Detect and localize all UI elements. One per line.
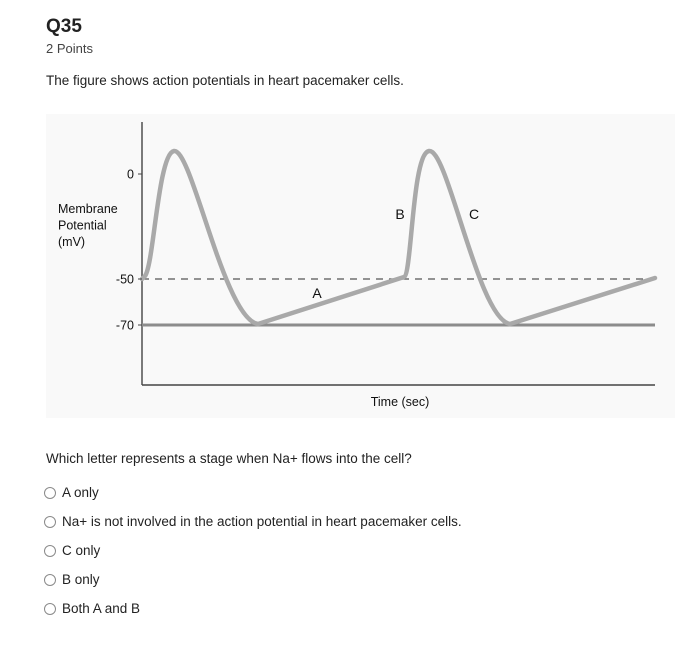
action-potential-figure: 0 -50 -70 Membrane Potential (mV) A B C … <box>46 114 675 418</box>
option-c-only[interactable]: C only <box>44 536 462 565</box>
action-potential-curve <box>139 148 658 327</box>
x-axis-label: Time (sec) <box>371 395 430 409</box>
option-both-a-and-b[interactable]: Both A and B <box>44 594 462 623</box>
ylabel-line-1: Membrane <box>58 202 118 216</box>
question-number: Q35 <box>46 16 82 37</box>
option-label: C only <box>62 543 101 558</box>
option-b-only[interactable]: B only <box>44 565 462 594</box>
ytick-label-0: 0 <box>127 168 134 182</box>
action-potential-chart: 0 -50 -70 Membrane Potential (mV) A B C … <box>58 122 658 409</box>
radio-circle-icon[interactable] <box>44 602 56 615</box>
point-label-c: C <box>469 206 479 222</box>
ylabel-line-3: (mV) <box>58 235 85 249</box>
option-label: A only <box>62 485 99 500</box>
option-a-only[interactable]: A only <box>44 478 462 507</box>
question-intro: The figure shows action potentials in he… <box>46 73 404 88</box>
option-label: B only <box>62 572 100 587</box>
radio-circle-icon[interactable] <box>44 573 56 586</box>
option-na-not-involved[interactable]: Na+ is not involved in the action potent… <box>44 507 462 536</box>
radio-circle-icon[interactable] <box>44 544 56 557</box>
ylabel-line-2: Potential <box>58 219 107 233</box>
question-points: 2 Points <box>46 41 93 56</box>
option-label: Na+ is not involved in the action potent… <box>62 514 462 529</box>
ytick-label-50: -50 <box>116 273 134 287</box>
point-label-b: B <box>395 206 404 222</box>
option-label: Both A and B <box>62 601 141 616</box>
question-prompt: Which letter represents a stage when Na+… <box>46 451 412 466</box>
answer-options: A only Na+ is not involved in the action… <box>44 478 462 623</box>
radio-circle-icon[interactable] <box>44 486 56 499</box>
point-label-a: A <box>312 285 322 301</box>
radio-circle-icon[interactable] <box>44 515 56 528</box>
ytick-label-70: -70 <box>116 319 134 333</box>
